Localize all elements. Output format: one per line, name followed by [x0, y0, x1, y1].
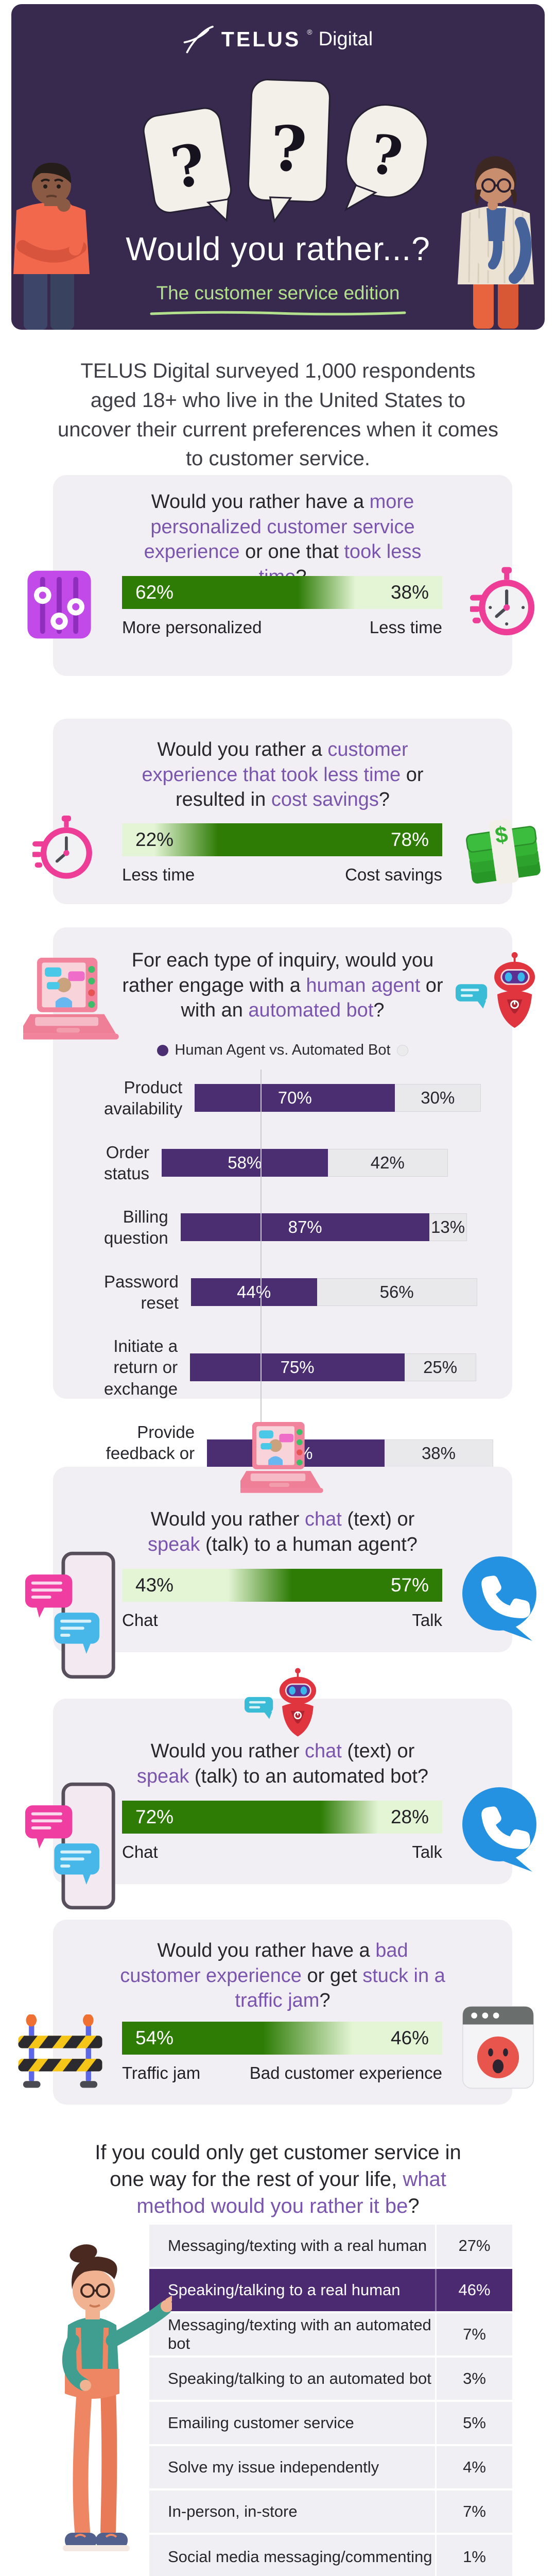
- subtitle-underline: [150, 311, 406, 316]
- robot-icon: [456, 952, 535, 1028]
- section-q4-chat-vs-talk-human: Would you rather chat (text) or speak (t…: [25, 1422, 536, 1679]
- chart-row: Password reset 44% 56%: [104, 1271, 477, 1314]
- video-call-laptop-icon: [23, 957, 119, 1040]
- q5-heading: Would you rather chat (text) or speak (t…: [136, 1740, 429, 1787]
- intro-text: TELUS Digital surveyed 1,000 respondents…: [58, 360, 498, 470]
- chart-axis-line: [260, 1070, 262, 1493]
- page-title: Would you rather...?: [126, 230, 430, 267]
- q4-right-label: Talk: [412, 1611, 442, 1630]
- q4-heading: Would you rather chat (text) or speak (t…: [148, 1509, 418, 1555]
- q5-right-label: Talk: [412, 1842, 442, 1861]
- thinking-man-illustration: [13, 162, 90, 330]
- human-agent-bar: 70%: [195, 1084, 395, 1112]
- q5-left-label: Chat: [122, 1842, 158, 1861]
- chart-row: Order status 58% 42%: [104, 1142, 448, 1184]
- registered-mark: ®: [307, 28, 312, 36]
- section-q6-bad-cx-vs-traffic: Would you rather have a bad customer exp…: [18, 1920, 534, 2105]
- logo-brand-text: TELUS: [221, 27, 301, 51]
- q2-right-label: Cost savings: [345, 865, 442, 884]
- thinking-woman-illustration: [458, 156, 534, 329]
- q1-result-bar: 62% 38%: [122, 576, 442, 609]
- chart-row: Product availability 70% 30%: [104, 1077, 481, 1120]
- automated-bot-bar: 42%: [327, 1148, 448, 1177]
- automated-bot-bar: 25%: [405, 1353, 477, 1381]
- stopwatch-icon: [32, 815, 92, 879]
- q2-right-percent: 78%: [390, 829, 429, 850]
- q7-heading: If you could only get customer service i…: [95, 2141, 461, 2217]
- phone-chat-icon: [25, 1551, 115, 1679]
- table-row: Social media messaging/commenting 1%: [149, 2535, 512, 2576]
- human-agent-bar: 87%: [180, 1213, 430, 1242]
- phone-chat-icon: [25, 1782, 115, 1910]
- q6-left-percent: 54%: [135, 2027, 174, 2048]
- q6-right-label: Bad customer experience: [249, 2063, 442, 2082]
- q6-left-label: Traffic jam: [122, 2063, 201, 2082]
- header-banner: TELUS ® Digital ? ? ?: [11, 4, 545, 330]
- automated-bot-legend-dot: [396, 1044, 408, 1056]
- phone-call-icon: [462, 1556, 536, 1641]
- q1-right-percent: 38%: [390, 582, 429, 603]
- q3-heading: For each type of inquiry, would you rath…: [122, 950, 443, 1022]
- q1-right-label: Less time: [369, 618, 442, 637]
- page-subtitle: The customer service edition: [156, 282, 400, 303]
- table-row: In-person, in-store 7%: [149, 2490, 512, 2535]
- phone-call-icon: [462, 1787, 536, 1872]
- table-row: Messaging/texting with a real human 27%: [149, 2225, 512, 2269]
- q5-result-bar: 72% 28%: [122, 1801, 442, 1834]
- q5-right-percent: 28%: [390, 1806, 429, 1827]
- q2-left-percent: 22%: [135, 829, 174, 850]
- human-agent-legend-dot: [157, 1044, 169, 1056]
- table-row: Speaking/talking to an automated bot 3%: [149, 2358, 512, 2402]
- q5-left-percent: 72%: [135, 1806, 174, 1827]
- pointing-woman-illustration: [62, 2244, 172, 2551]
- q4-right-percent: 57%: [390, 1574, 429, 1596]
- legend-label: Human Agent vs. Automated Bot: [175, 1042, 391, 1058]
- section-q1-personalized-vs-time: Would you rather have a more personalize…: [27, 475, 535, 676]
- traffic-barrier-icon: [18, 2014, 102, 2088]
- q6-heading: Would you rather have a bad customer exp…: [120, 1940, 445, 2012]
- q1-left-label: More personalized: [122, 618, 262, 637]
- automated-bot-bar: 13%: [429, 1213, 467, 1242]
- q1-left-percent: 62%: [135, 582, 174, 603]
- telus-digital-logo: TELUS ® Digital: [11, 25, 545, 54]
- method-preference-table: Messaging/texting with a real human 27% …: [149, 2225, 512, 2576]
- chart-row: Billing question 87% 13%: [104, 1206, 467, 1249]
- automated-bot-bar: 56%: [317, 1278, 477, 1306]
- table-row-highlighted: Speaking/talking to a real human 46%: [149, 2269, 512, 2313]
- human-agent-bar: 58%: [162, 1148, 328, 1177]
- q4-left-label: Chat: [122, 1611, 158, 1630]
- stopwatch-icon: [470, 567, 535, 636]
- section-q3-human-vs-bot: For each type of inquiry, would you rath…: [23, 927, 535, 1493]
- sliders-icon: [27, 570, 91, 639]
- human-agent-bar: 44%: [190, 1278, 317, 1306]
- table-row: Messaging/texting with an automated bot …: [149, 2313, 512, 2358]
- q4-left-percent: 43%: [135, 1574, 174, 1596]
- automated-bot-bar: 30%: [395, 1084, 481, 1112]
- q1-heading: Would you rather have a more personalize…: [144, 491, 422, 588]
- section-q2-time-vs-savings: Would you rather a customer experience t…: [32, 719, 541, 904]
- logo-suffix-text: Digital: [318, 28, 373, 50]
- q2-heading: Would you rather a customer experience t…: [142, 739, 424, 811]
- table-row: Emailing customer service 5%: [149, 2402, 512, 2446]
- money-stack-icon: $: [466, 819, 541, 885]
- human-agent-bar: 75%: [190, 1353, 405, 1381]
- q2-left-label: Less time: [122, 865, 195, 884]
- q4-result-bar: 43% 57%: [122, 1569, 442, 1602]
- automated-bot-bar: 38%: [384, 1439, 494, 1467]
- video-call-laptop-icon: [240, 1422, 323, 1493]
- q6-right-percent: 46%: [390, 2027, 429, 2048]
- robot-icon: [245, 1668, 317, 1737]
- question-bubbles-illustration: ? ? ?: [143, 79, 428, 223]
- q2-result-bar: 22% 78%: [122, 823, 442, 856]
- telus-flourish-icon: [183, 25, 214, 54]
- table-row: Solve my issue independently 4%: [149, 2446, 512, 2490]
- sad-face-browser-icon: [462, 2006, 534, 2089]
- inquiry-type-chart: Product availability 70% 30% Order statu…: [104, 1070, 494, 1493]
- chart-row: Initiate a return or exchange 75% 25%: [104, 1335, 477, 1399]
- svg-text:?: ?: [269, 112, 308, 186]
- chart-legend: Human Agent vs. Automated Bot: [53, 1042, 512, 1059]
- section-q5-chat-vs-talk-bot: Would you rather chat (text) or speak (t…: [25, 1668, 536, 1910]
- q6-result-bar: 54% 46%: [122, 2022, 442, 2055]
